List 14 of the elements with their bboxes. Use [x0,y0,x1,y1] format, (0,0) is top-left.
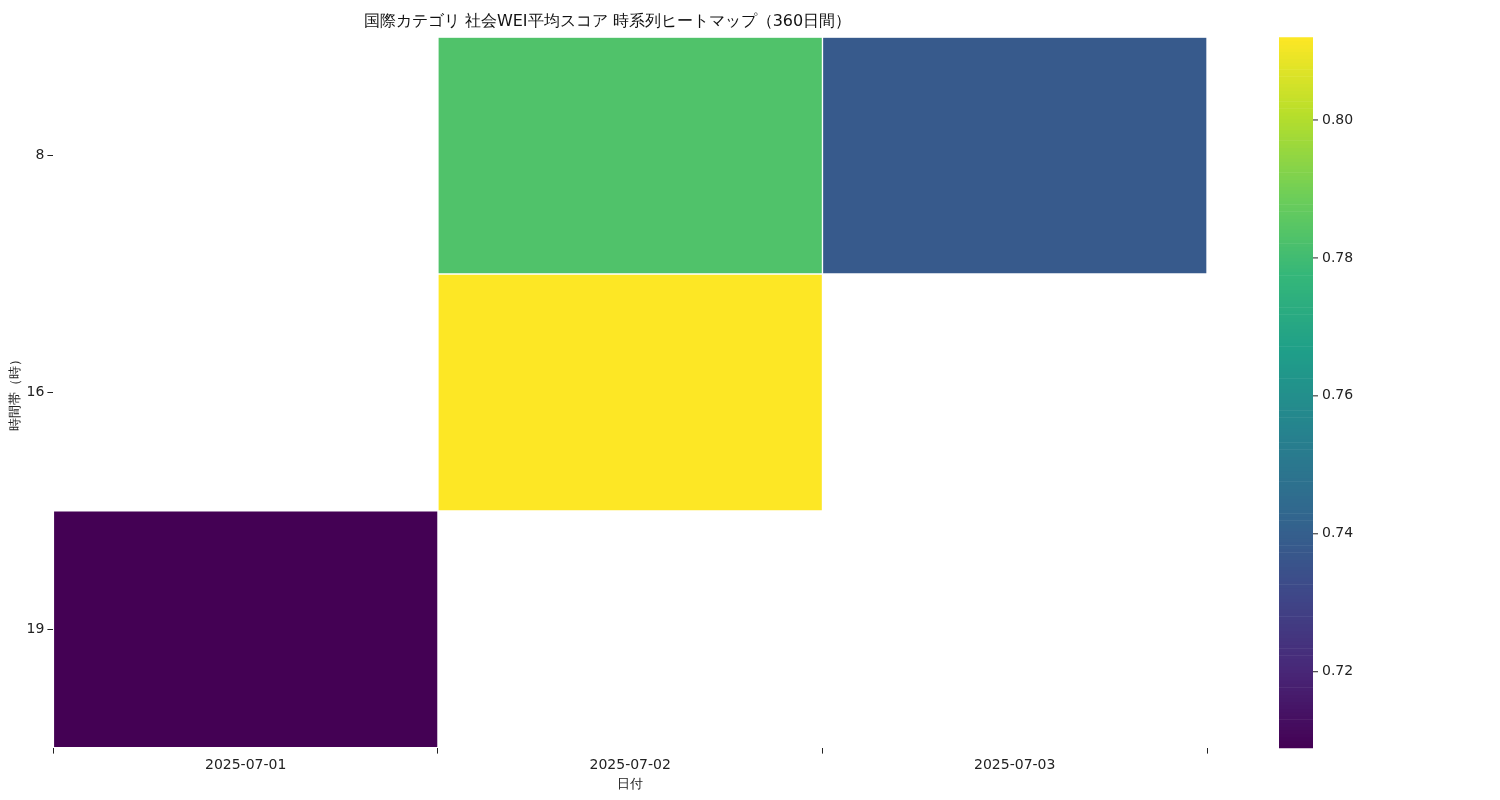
y-axis-title: 時間帯（時） [7,353,23,432]
chart-title: 国際カテゴリ 社会WEI平均スコア 時系列ヒートマップ（360日間） [363,10,852,30]
color-bar-label: 0.72 [1322,662,1354,679]
x-axis-title: 日付 [617,775,644,791]
y-tick-label: 16 [26,383,45,400]
color-bar-label: 0.80 [1322,110,1354,127]
y-tick-label: 19 [26,619,45,636]
color-bar-label: 0.74 [1322,524,1354,541]
color-bar-label: 0.76 [1322,386,1354,403]
y-tick-label: 8 [35,146,45,163]
x-tick-label: 2025-07-02 [589,755,671,772]
color-bar-label: 0.78 [1322,248,1354,265]
x-tick-label: 2025-07-01 [204,755,287,772]
x-tick-label: 2025-07-03 [974,755,1056,772]
